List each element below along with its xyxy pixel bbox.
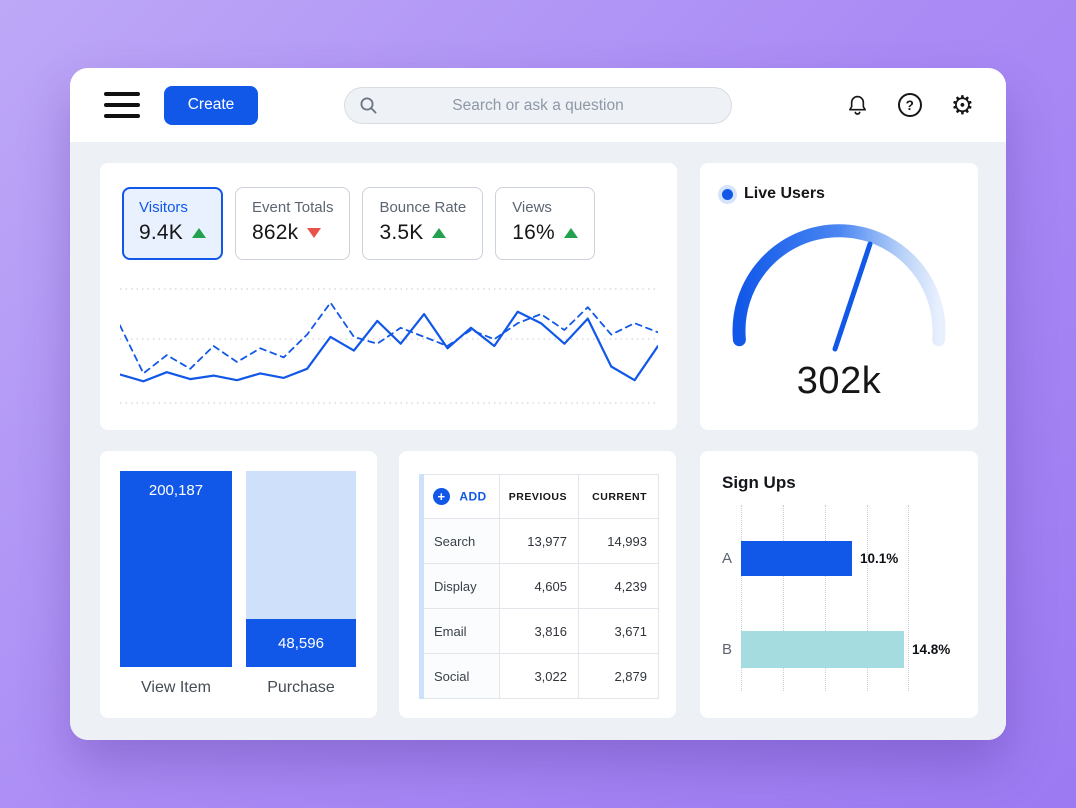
- metric-tab-value: 16%: [512, 221, 555, 244]
- header-actions: ? ⚙: [846, 92, 974, 118]
- add-label: ADD: [459, 489, 487, 504]
- funnel-category-label: View Item: [141, 679, 211, 696]
- metric-tab-value: 3.5K: [379, 221, 424, 244]
- table-accent-bar: [419, 474, 424, 699]
- row-label: Social: [419, 653, 500, 699]
- previous-value: 3,816: [499, 608, 579, 654]
- funnel-category-label: Purchase: [267, 679, 335, 696]
- table-row: Email 3,816 3,671: [419, 608, 659, 654]
- funnel-bar-chart: 200,187 48,596: [120, 471, 356, 667]
- live-users-toggle[interactable]: Live Users: [722, 185, 825, 203]
- live-users-value: 302k: [796, 360, 882, 402]
- bar-a-value: 10.1%: [860, 551, 899, 566]
- add-button[interactable]: + ADD: [419, 474, 500, 519]
- previous-value: 4,605: [499, 563, 579, 609]
- search-input[interactable]: [344, 87, 732, 124]
- funnel-bar-view-item: 200,187: [120, 471, 232, 667]
- live-users-label: Live Users: [744, 185, 825, 202]
- column-header-previous: PREVIOUS: [499, 474, 579, 519]
- app-window: Create ? ⚙: [70, 68, 1006, 740]
- app-header: Create ? ⚙: [70, 68, 1006, 142]
- sign-ups-row-a: A 10.1%: [722, 541, 899, 576]
- trend-up-icon: [432, 228, 447, 238]
- category-label: B: [722, 641, 733, 658]
- sign-ups-row-b: B 14.8%: [722, 631, 951, 668]
- live-radio-icon: [722, 188, 733, 200]
- table-row: Search 13,977 14,993: [419, 518, 659, 564]
- funnel-bar-purchase: 48,596: [246, 471, 356, 667]
- metric-tab-label: Bounce Rate: [379, 199, 467, 216]
- previous-value: 13,977: [499, 518, 579, 564]
- table-row: Display 4,605 4,239: [419, 563, 659, 609]
- live-users-card: Live Users 302k: [700, 163, 978, 430]
- metric-tab-visitors[interactable]: Visitors 9.4K: [122, 187, 223, 260]
- current-value: 3,671: [578, 608, 659, 654]
- row-label: Display: [419, 563, 500, 609]
- gridline: [741, 505, 742, 691]
- metric-tab-label: Event Totals: [252, 199, 334, 216]
- live-users-gauge: [732, 224, 946, 352]
- row-label: Search: [419, 518, 500, 564]
- funnel-axis-labels: View Item Purchase: [120, 679, 356, 697]
- current-value: 2,879: [578, 653, 659, 699]
- bar-b: [741, 631, 904, 668]
- column-header-current: CURRENT: [578, 474, 659, 519]
- sign-ups-card: Sign Ups A 10.1% B 14.8%: [700, 451, 978, 718]
- trend-line-chart: [120, 288, 658, 404]
- funnel-bar-remainder: [246, 471, 356, 619]
- table-row: Social 3,022 2,879: [419, 653, 659, 699]
- metric-tab-label: Views: [512, 199, 552, 216]
- gridline: [908, 505, 909, 691]
- help-icon[interactable]: ?: [897, 93, 922, 117]
- search-bar: [344, 87, 732, 124]
- current-value: 14,993: [578, 518, 659, 564]
- metric-tab-value: 862k: [252, 221, 299, 244]
- channels-table-card: + ADD PREVIOUS CURRENT Search 13,977 14,…: [399, 451, 676, 718]
- funnel-bar-value: 200,187: [148, 482, 204, 499]
- table-header-row: + ADD PREVIOUS CURRENT: [419, 474, 659, 519]
- sign-ups-bar-chart: A 10.1% B 14.8%: [722, 505, 950, 691]
- menu-icon[interactable]: [104, 92, 140, 118]
- gridline: [783, 505, 784, 691]
- funnel-card: 200,187 48,596 View Item Purchase: [100, 451, 377, 718]
- row-label: Email: [419, 608, 500, 654]
- notifications-bell-icon[interactable]: [846, 93, 869, 118]
- metric-tab-event-totals[interactable]: Event Totals 862k: [235, 187, 351, 260]
- category-label: A: [722, 550, 733, 567]
- gauge-needle-icon: [832, 241, 873, 352]
- visitors-trend-card: Visitors 9.4K Event Totals 862k Bounce R…: [100, 163, 677, 430]
- metric-tab-bounce-rate[interactable]: Bounce Rate 3.5K: [362, 187, 484, 260]
- create-button[interactable]: Create: [164, 85, 258, 125]
- add-plus-icon: +: [433, 488, 450, 505]
- settings-gear-icon[interactable]: ⚙: [950, 90, 974, 120]
- gridline: [825, 505, 826, 691]
- sign-ups-title: Sign Ups: [722, 473, 796, 492]
- trend-up-icon: [192, 228, 206, 238]
- bar-a: [741, 541, 852, 576]
- metric-tab-views[interactable]: Views 16%: [495, 187, 595, 260]
- metric-tab-label: Visitors: [139, 199, 188, 216]
- previous-value: 3,022: [499, 653, 579, 699]
- metric-tab-value: 9.4K: [139, 221, 183, 244]
- bar-b-value: 14.8%: [912, 642, 951, 657]
- trend-down-icon: [307, 228, 322, 238]
- funnel-bar-filled: 48,596: [246, 619, 356, 667]
- channels-table: + ADD PREVIOUS CURRENT Search 13,977 14,…: [419, 474, 659, 699]
- metric-tabs: Visitors 9.4K Event Totals 862k Bounce R…: [122, 187, 595, 260]
- funnel-bar-value: 48,596: [278, 634, 324, 652]
- current-value: 4,239: [578, 563, 659, 609]
- gridline: [867, 505, 868, 691]
- trend-up-icon: [563, 228, 578, 238]
